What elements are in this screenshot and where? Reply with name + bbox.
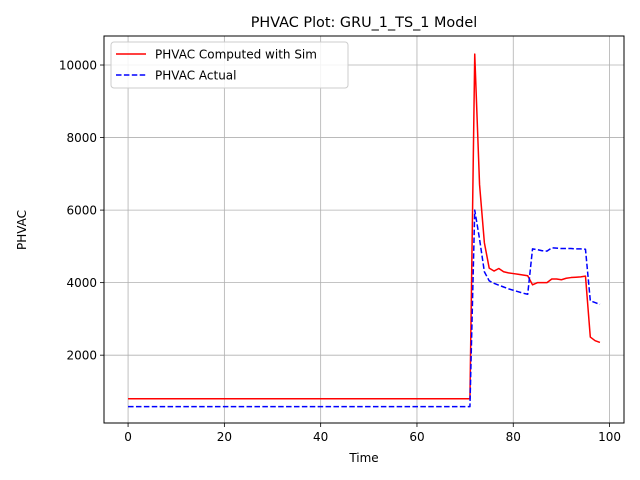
x-axis-label: Time: [348, 451, 378, 465]
y-tick-label: 2000: [66, 349, 97, 363]
series-line-actual: [128, 209, 601, 408]
series-line-computed: [128, 53, 601, 400]
legend-label-actual: PHVAC Actual: [155, 69, 237, 83]
y-tick-label: 8000: [66, 131, 97, 145]
x-tick-label: 60: [409, 430, 424, 444]
grid-lines: [104, 36, 624, 423]
legend: PHVAC Computed with Sim PHVAC Actual: [110, 41, 349, 89]
y-tick-label: 6000: [66, 204, 97, 218]
x-tick-label: 0: [124, 430, 132, 444]
legend-label-computed: PHVAC Computed with Sim: [155, 48, 317, 62]
plot-frame: [103, 35, 625, 424]
x-tick-label: 40: [313, 430, 328, 444]
x-tick-label: 80: [506, 430, 521, 444]
x-tick-label: 100: [598, 430, 621, 444]
axis-ticks: 0 20 40 60 80 100 2000 4000 6000 8000 10000: [59, 59, 621, 444]
x-tick-label: 20: [217, 430, 232, 444]
series-lines: [128, 53, 601, 408]
y-axis-label: PHVAC: [15, 210, 29, 250]
chart-title: PHVAC Plot: GRU_1_TS_1 Model: [251, 15, 477, 31]
y-tick-label: 10000: [59, 59, 97, 73]
y-tick-label: 4000: [66, 276, 97, 290]
legend-box: [110, 41, 349, 89]
